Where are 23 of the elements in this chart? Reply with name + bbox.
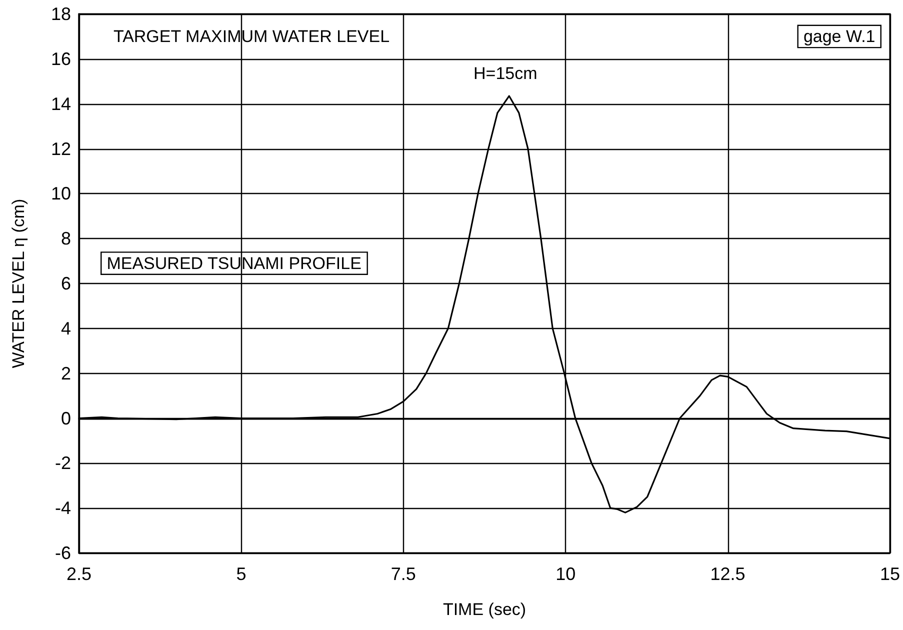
x-tick-label: 2.5 (66, 564, 92, 584)
y-tick-label: 14 (50, 94, 71, 114)
annotation: gage W.1 (803, 26, 876, 46)
annotation: H=15cm (474, 64, 538, 84)
x-axis-title: TIME (sec) (442, 600, 526, 619)
x-tick-label: 5 (236, 564, 246, 584)
y-tick-label: 6 (60, 274, 71, 294)
x-tick-label: 10 (556, 564, 576, 584)
y-tick-label: 0 (60, 408, 71, 428)
y-tick-label: 8 (60, 228, 71, 249)
y-tick-label: -2 (54, 453, 71, 474)
y-axis-title: WATER LEVEL η (cm) (9, 198, 28, 368)
y-tick-label: 2 (60, 363, 71, 384)
y-tick-label: -4 (54, 498, 71, 518)
x-tick-label: 12.5 (710, 564, 746, 584)
y-tick-label: 4 (60, 318, 71, 338)
x-tick-label: 7.5 (390, 564, 416, 584)
x-tick-label: 15 (880, 564, 900, 584)
y-tick-label: -6 (54, 543, 71, 563)
y-tick-label: 10 (50, 184, 71, 204)
y-tick-label: 16 (50, 48, 71, 69)
y-tick-label: 18 (50, 4, 71, 24)
y-tick-label: 12 (50, 138, 71, 159)
